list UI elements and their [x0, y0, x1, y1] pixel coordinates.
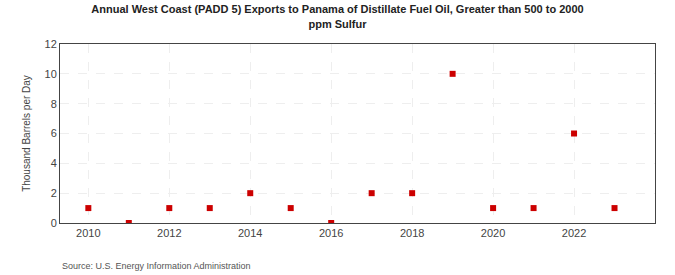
svg-text:Source: U.S. Energy Informatio: Source: U.S. Energy Information Administ… [62, 261, 251, 271]
svg-text:12: 12 [45, 38, 57, 50]
svg-text:Thousand Barrels per Day: Thousand Barrels per Day [21, 75, 32, 192]
svg-text:2012: 2012 [157, 227, 181, 239]
svg-text:2014: 2014 [238, 227, 262, 239]
svg-text:2: 2 [51, 187, 57, 199]
svg-text:10: 10 [45, 68, 57, 80]
svg-text:6: 6 [51, 127, 57, 139]
svg-text:2020: 2020 [481, 227, 505, 239]
svg-text:4: 4 [51, 157, 57, 169]
svg-text:2022: 2022 [562, 227, 586, 239]
svg-text:2010: 2010 [76, 227, 100, 239]
svg-text:2018: 2018 [400, 227, 424, 239]
svg-text:8: 8 [51, 98, 57, 110]
svg-text:0: 0 [51, 217, 57, 229]
svg-text:2016: 2016 [319, 227, 343, 239]
svg-text:Annual West Coast (PADD 5) Exp: Annual West Coast (PADD 5) Exports to Pa… [91, 3, 583, 29]
